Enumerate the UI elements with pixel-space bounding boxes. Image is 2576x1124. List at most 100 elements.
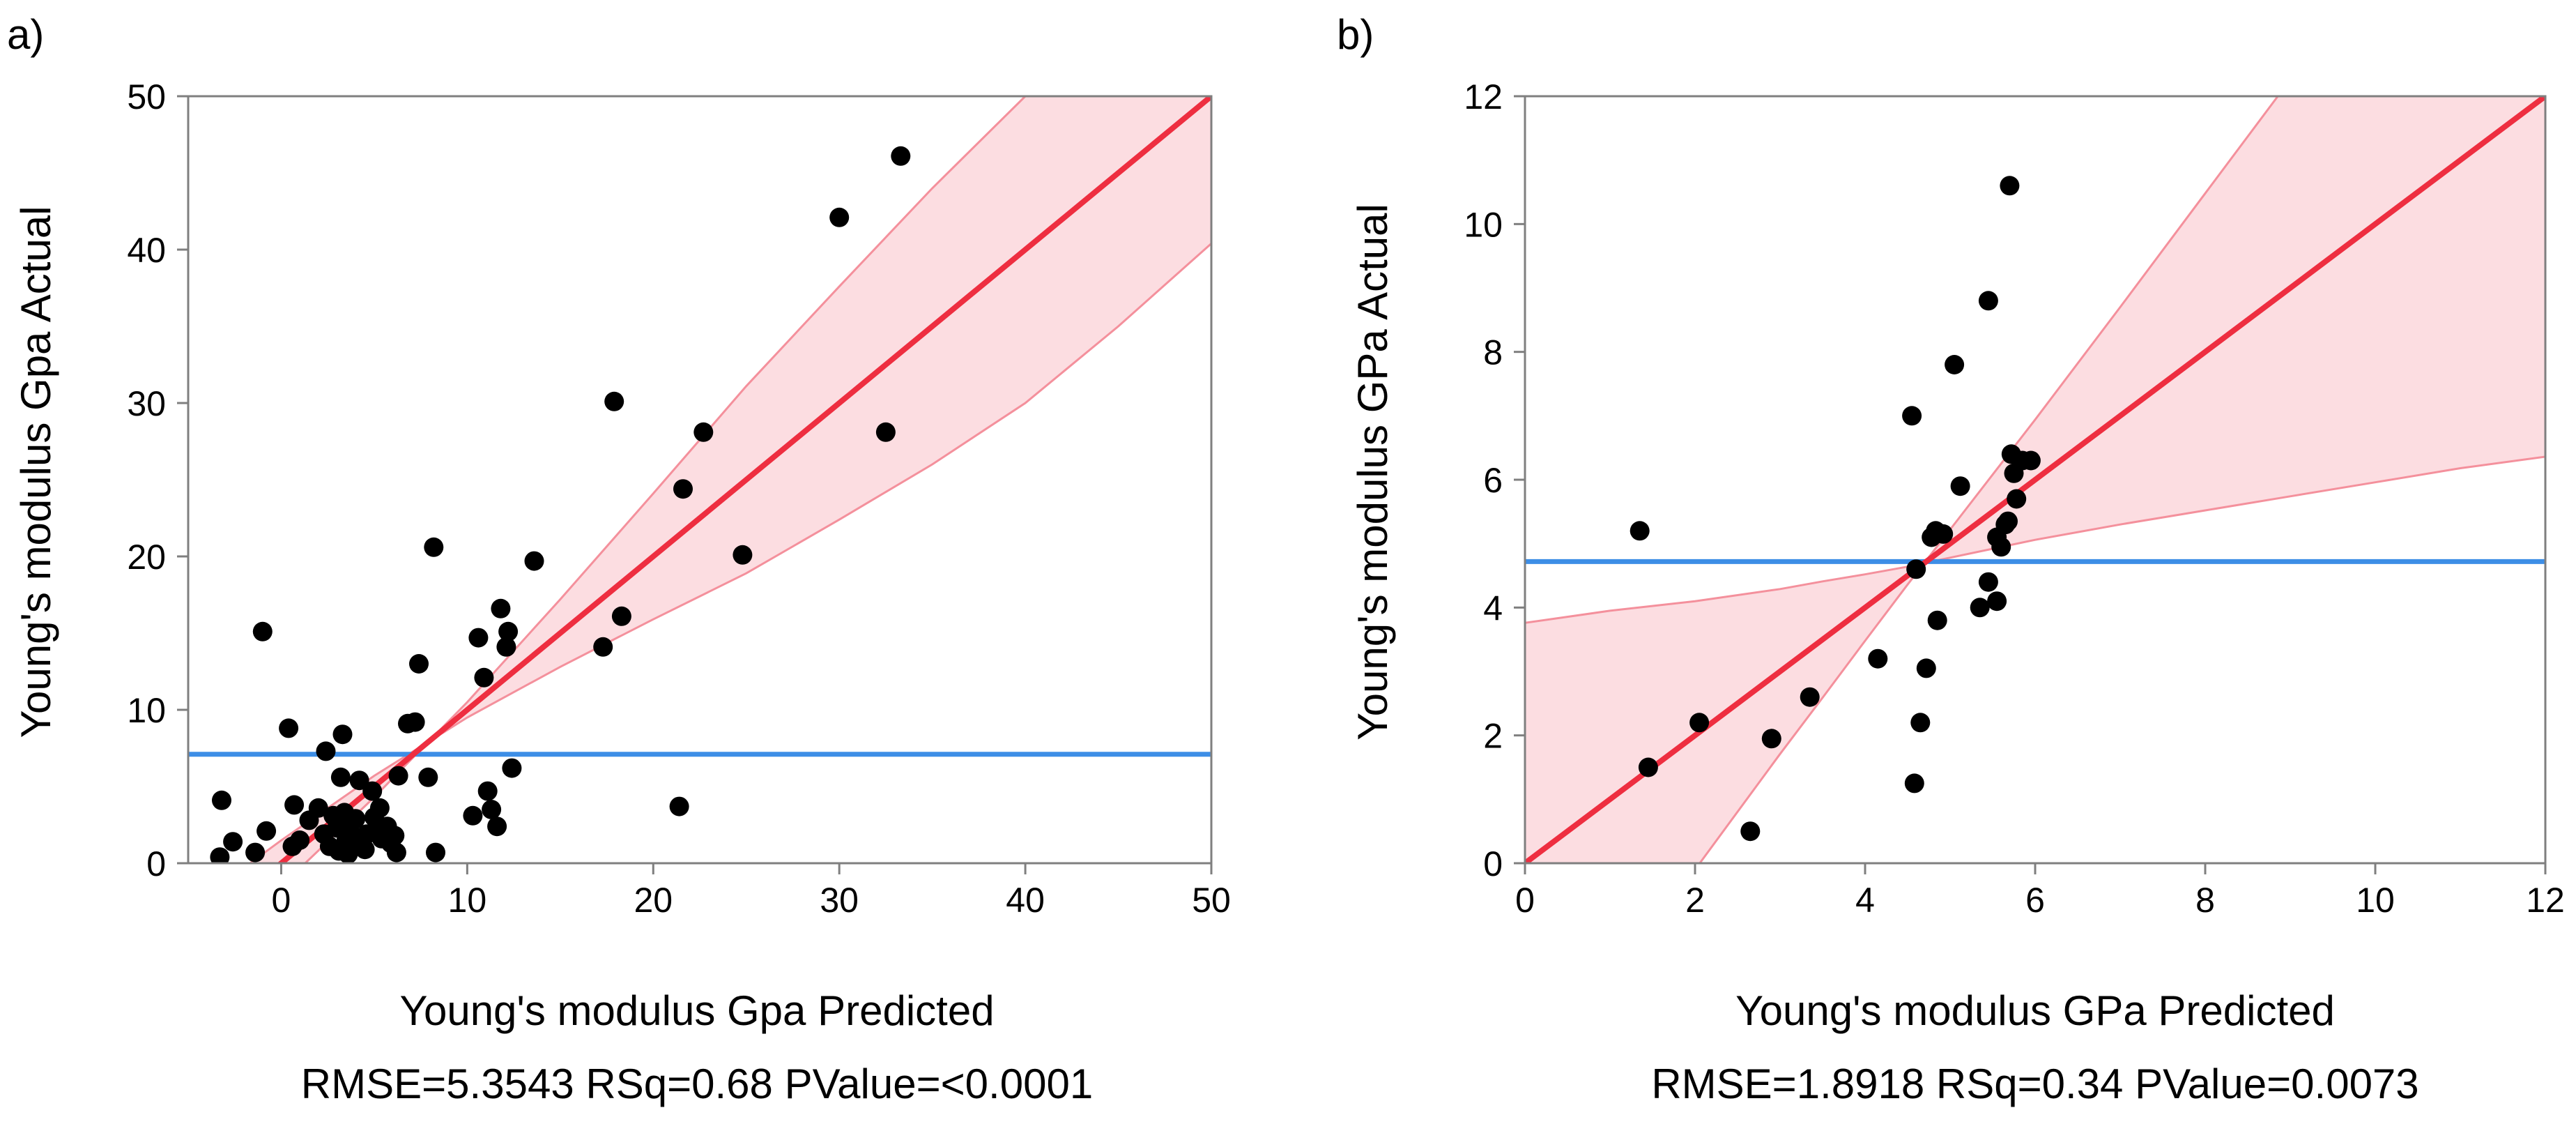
panel-b-ytick-label: 10 (1464, 205, 1503, 244)
panel-b-xtick-label: 6 (2025, 881, 2045, 920)
panel-b-plot: 0 2 4 6 8 10 12 0 2 4 6 8 10 12 (1464, 77, 2565, 920)
panel-b-point (2007, 489, 2027, 509)
panel-b-plot-area (1525, 96, 2545, 863)
panel-a-xtick-label: 40 (1006, 881, 1045, 920)
panel-a-point (482, 800, 502, 819)
panel-b-band-edge-upper (1698, 96, 2280, 863)
panel-a-xlabel: Young's modulus Gpa Predicted (399, 987, 994, 1034)
panel-a-point (245, 842, 266, 863)
panel-a-ytick-label: 30 (127, 384, 166, 423)
panel-a-point (355, 840, 375, 860)
panel-b-point (1740, 821, 1761, 842)
panel-a-point (829, 207, 850, 227)
panel-b-xtick-label: 12 (2526, 881, 2565, 920)
panel-a-plot-area (188, 96, 1211, 863)
panel-a-point (256, 821, 277, 841)
panel-a-point (212, 790, 231, 810)
panel-b-point (1970, 598, 1990, 618)
panel-a-ytick-label: 50 (127, 77, 166, 116)
panel-a-point (496, 637, 516, 657)
panel-a-point (332, 724, 353, 745)
panel-a-ytick-label: 0 (146, 844, 166, 883)
panel-a-point (385, 826, 405, 846)
panel-a-point (409, 654, 429, 674)
panel-a-point (524, 551, 544, 571)
panel-b-point (2000, 176, 2020, 196)
panel-a-xtick-label: 30 (820, 881, 859, 920)
panel-b-point (1927, 610, 1947, 630)
panel-a-point (349, 770, 369, 791)
panel-a-frame (187, 95, 1213, 865)
panel-a-point (468, 628, 489, 648)
panel-b-point (1761, 729, 1781, 749)
panel-a-point (669, 796, 689, 817)
panel-b-ylabel: Young's modulus GPa Actual (1349, 204, 1396, 741)
panel-a-xtick-label: 10 (448, 881, 487, 920)
panel-a-point (733, 545, 753, 565)
panel-b-ytick-label: 12 (1464, 77, 1503, 116)
panel-a-point (346, 809, 366, 829)
panel-b-point (1800, 687, 1820, 707)
panel-a-point (477, 781, 498, 801)
panel-b-ytick-label: 2 (1483, 717, 1503, 756)
panel-a-point (463, 805, 483, 826)
panel-a-point (604, 391, 624, 411)
panel-b-point (1904, 773, 1924, 793)
panel-b-xtick-label: 10 (2356, 881, 2395, 920)
panel-a-point (369, 798, 390, 818)
panel-b-point (1906, 559, 1926, 579)
panel-a-point (418, 767, 438, 787)
panel-a-point (284, 795, 305, 815)
panel-a-point (693, 422, 714, 442)
panel-b-point (1868, 648, 1888, 669)
panel-b-ytick-label: 4 (1483, 588, 1503, 628)
panel-b-point (1902, 406, 1922, 426)
panel-b-xtick-label: 8 (2195, 881, 2215, 920)
panel-a-point (223, 832, 243, 852)
panel-a-point (252, 621, 273, 641)
panel-a-point (498, 621, 519, 641)
panel-a-point (502, 758, 522, 778)
panel-b-point (1998, 511, 2018, 531)
panel-a-point (316, 741, 336, 761)
panel-b-xtick-label: 0 (1515, 881, 1535, 920)
panel-a-ylabel: Young's modulus Gpa Actual (13, 206, 59, 738)
panel-a-point (388, 766, 408, 786)
panel-a-point (308, 798, 328, 818)
panel-a-fit-line (277, 96, 1211, 863)
panel-a-ytick-label: 20 (127, 538, 166, 577)
panel-a-confidence-band (250, 96, 1211, 863)
panel-a-point (474, 667, 494, 688)
panel-a-point (426, 842, 445, 863)
panel-b-point (1689, 713, 1710, 733)
panel-a-point (875, 422, 896, 442)
panel-b-point (1978, 291, 1998, 311)
panel-a-point (491, 598, 511, 618)
panel-a: a) 0 10 20 30 40 50 0 10 20 30 40 50 Young's modulu… (7, 11, 1231, 1107)
panel-a-point (891, 146, 911, 166)
panel-a-point (593, 637, 613, 657)
panel-a-point (362, 781, 383, 801)
panel-b-point (1991, 537, 2011, 557)
panel-a-point (386, 842, 406, 863)
panel-a-label: a) (7, 11, 44, 58)
panel-b-ytick-label: 6 (1483, 461, 1503, 500)
panel-b-band-edge-lower (1525, 455, 2545, 624)
panel-a-xtick-label: 50 (1192, 881, 1231, 920)
panel-b-point (1630, 521, 1650, 541)
panel-b-point (1916, 658, 1936, 678)
panel-b-ytick-label: 8 (1483, 333, 1503, 372)
panel-a-point (611, 606, 631, 626)
panel-a-plot: 0 10 20 30 40 50 0 10 20 30 40 50 (127, 77, 1231, 920)
panel-b-point (1945, 355, 1965, 374)
panel-a-point (210, 847, 230, 863)
panel-a-xtick-label: 0 (272, 881, 291, 920)
panel-a-point (424, 537, 444, 557)
panel-b-stats: RMSE=1.8918 RSq=0.34 PValue=0.0073 (1651, 1061, 2418, 1107)
panel-b-point (1933, 524, 1954, 544)
panel-a-point (405, 712, 425, 732)
panel-b-point (1978, 572, 1998, 592)
panel-b-confidence-band (1525, 96, 2545, 863)
panel-b: b) 0 2 4 6 8 10 12 0 2 4 6 8 10 12 Young's modulus GP… (1337, 11, 2565, 1107)
